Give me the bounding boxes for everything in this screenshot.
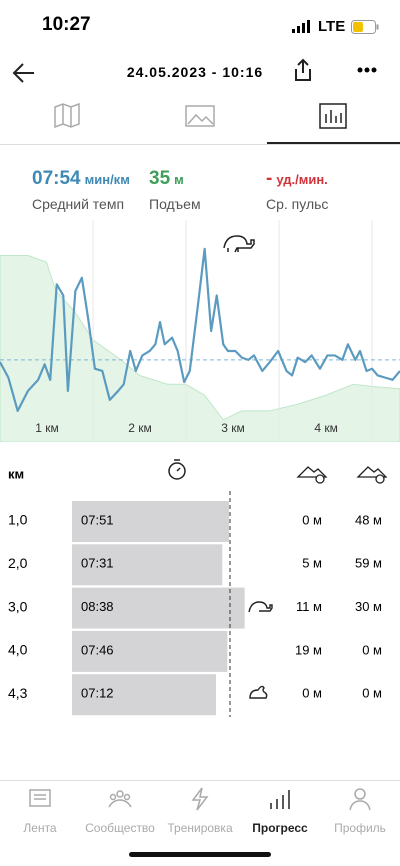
tab-icon bbox=[270, 790, 290, 809]
x-tick-label: 2 км bbox=[128, 421, 152, 435]
pace-bar bbox=[72, 630, 228, 672]
ascent-icon bbox=[296, 466, 328, 484]
summary-value-row: 35 м bbox=[149, 168, 201, 190]
ascent: 0 м bbox=[302, 686, 322, 701]
tab-label: Профиль bbox=[334, 821, 386, 835]
summary-label: Ср. пульс bbox=[266, 196, 329, 212]
tab[interactable]: Прогресс bbox=[240, 781, 320, 841]
back-button[interactable] bbox=[12, 62, 36, 84]
pace-bar bbox=[72, 674, 216, 716]
pace-bar bbox=[72, 544, 223, 586]
summary-value-row: - уд./мин. bbox=[266, 168, 328, 190]
chart: 1 км 2 км 3 км 4 км bbox=[0, 220, 400, 442]
summary-value-row: 07:54 мин/км bbox=[32, 168, 130, 190]
pace-label: 07:51 bbox=[81, 512, 114, 527]
split-km: 3,0 bbox=[8, 598, 28, 614]
pace-label: 07:12 bbox=[81, 686, 114, 701]
tab-label: Лента bbox=[23, 821, 57, 835]
status-icons: LTE bbox=[292, 18, 379, 35]
descent-icon bbox=[356, 466, 388, 484]
turtle-icon bbox=[223, 235, 255, 253]
pace-label: 07:31 bbox=[81, 556, 114, 571]
network: LTE bbox=[318, 18, 346, 35]
pace-label: 08:38 bbox=[81, 599, 114, 614]
descent: 48 м bbox=[355, 512, 382, 527]
descent: 30 м bbox=[355, 599, 382, 614]
splits-table: км 1,0 07:51 0 м 48 м 2,0 07:31 5 м 59 м 3,0 08:3… bbox=[8, 459, 388, 717]
share-button[interactable] bbox=[292, 58, 314, 82]
ascent: 0 м bbox=[302, 512, 322, 527]
tab-icon bbox=[108, 790, 132, 808]
summary-value: 07:54 bbox=[32, 168, 81, 189]
km-header: км bbox=[8, 466, 24, 481]
summary-unit: уд./мин. bbox=[276, 172, 328, 187]
stopwatch-icon bbox=[168, 459, 186, 480]
photo-tab[interactable] bbox=[185, 105, 215, 127]
descent: 0 м bbox=[362, 686, 382, 701]
tab-icon bbox=[29, 789, 51, 807]
summary: 07:54 мин/км Средний темп 35 м Подъем - уд./мин… bbox=[0, 168, 400, 218]
split-km: 4,0 bbox=[8, 642, 28, 658]
pace-bar bbox=[72, 587, 245, 629]
turtle-icon bbox=[248, 601, 273, 613]
summary-item: - уд./мин. Ср. пульс bbox=[266, 168, 328, 212]
split-km: 1,0 bbox=[8, 512, 28, 528]
rabbit-icon bbox=[249, 685, 268, 699]
x-tick-label: 3 км bbox=[221, 421, 245, 435]
split-km: 2,0 bbox=[8, 555, 28, 571]
descent: 0 м bbox=[362, 642, 382, 657]
clock: 10:27 bbox=[42, 14, 91, 35]
tab-icon bbox=[349, 788, 371, 811]
summary-value: 35 bbox=[149, 168, 171, 189]
split-km: 4,3 bbox=[8, 685, 28, 701]
tab-bar: Лента Сообщество Тренировка Прогресс Профиль bbox=[0, 780, 400, 841]
tab[interactable]: Профиль bbox=[320, 781, 400, 841]
ascent: 5 м bbox=[302, 556, 322, 571]
x-tick-label: 1 км bbox=[35, 421, 59, 435]
pace-line bbox=[0, 247, 400, 413]
view-tabs bbox=[0, 102, 400, 145]
x-tick-label: 4 км bbox=[314, 421, 338, 435]
ascent: 11 м bbox=[296, 599, 322, 614]
summary-unit: м bbox=[174, 172, 184, 187]
summary-item: 07:54 мин/км Средний темп bbox=[32, 168, 130, 212]
elevation-area bbox=[0, 255, 400, 442]
tab[interactable]: Лента bbox=[0, 781, 80, 841]
summary-value: - bbox=[266, 168, 273, 189]
descent: 59 м bbox=[355, 556, 382, 571]
ascent: 19 м bbox=[295, 642, 322, 657]
stats-tab[interactable] bbox=[319, 103, 347, 129]
map-tab[interactable] bbox=[54, 102, 80, 129]
tab-label: Прогресс bbox=[252, 821, 308, 835]
more-button[interactable] bbox=[356, 66, 378, 74]
summary-item: 35 м Подъем bbox=[149, 168, 201, 212]
home-indicator bbox=[129, 852, 271, 857]
pace-label: 07:46 bbox=[81, 642, 114, 657]
summary-label: Подъем bbox=[149, 196, 201, 212]
summary-unit: мин/км bbox=[84, 172, 130, 187]
tab-label: Сообщество bbox=[85, 821, 155, 835]
header-title: 24.05.2023 - 10:16 bbox=[126, 64, 264, 80]
tab[interactable]: Тренировка bbox=[160, 781, 240, 841]
tab-label: Тренировка bbox=[167, 821, 233, 835]
tab-icon bbox=[191, 787, 209, 811]
tab[interactable]: Сообщество bbox=[80, 781, 160, 841]
summary-label: Средний темп bbox=[32, 196, 125, 212]
pace-bar bbox=[72, 501, 229, 542]
